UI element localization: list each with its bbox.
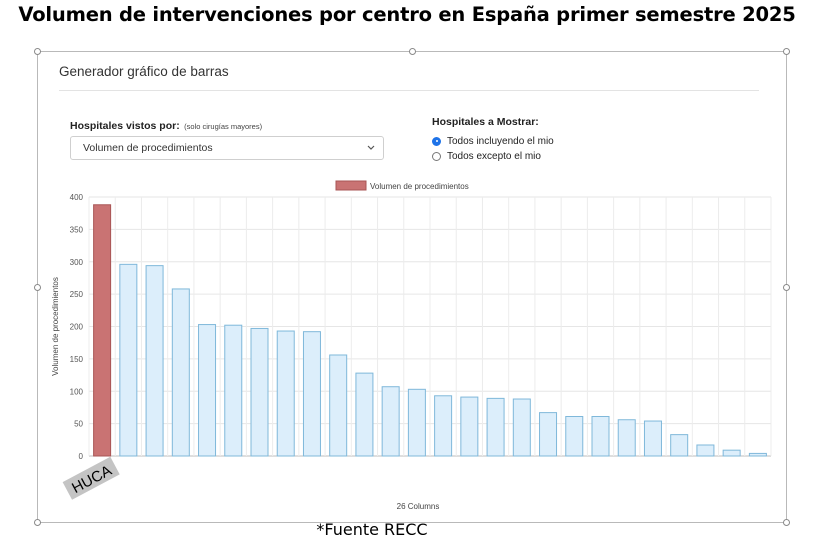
x-axis-label: 26 Columns [397, 502, 440, 511]
hospitals-to-show-label: Hospitales a Mostrar: [432, 116, 539, 128]
y-tick-label: 250 [70, 290, 84, 299]
bar[interactable] [748, 452, 767, 457]
bar[interactable] [617, 419, 636, 457]
y-tick-label: 150 [70, 355, 84, 364]
hospitals-seen-by-note: (solo cirugías mayores) [184, 122, 263, 131]
hospitals-seen-by-label: Hospitales vistos por: (solo cirugías ma… [70, 116, 262, 134]
bar[interactable] [329, 354, 348, 457]
source-note: *Fuente RECC [316, 520, 428, 539]
y-tick-label: 300 [70, 258, 84, 267]
bar[interactable] [145, 265, 164, 457]
y-axis-label: Volumen de procedimientos [51, 277, 60, 376]
bar[interactable] [460, 396, 479, 457]
bar[interactable] [722, 449, 741, 457]
chevron-down-icon [365, 141, 377, 160]
y-tick-label: 400 [70, 193, 84, 202]
bar[interactable] [565, 416, 584, 457]
resize-handle-middle-right[interactable] [783, 284, 790, 291]
bar[interactable] [250, 327, 269, 457]
bar[interactable] [591, 416, 610, 457]
bar[interactable] [643, 420, 662, 457]
bar[interactable] [434, 395, 453, 457]
resize-handle-bottom-left[interactable] [34, 519, 41, 526]
card-divider [59, 90, 759, 91]
resize-handle-top-right[interactable] [783, 48, 790, 55]
radio-option-label: Todos excepto el mio [447, 150, 541, 162]
bar[interactable] [486, 397, 505, 457]
radio-button-checked[interactable] [432, 136, 441, 146]
bar[interactable] [224, 324, 243, 457]
y-tick-label: 200 [70, 323, 84, 332]
radio-option-label: Todos incluyendo el mio [447, 135, 554, 147]
radio-button-unchecked[interactable] [432, 151, 441, 161]
bar[interactable] [696, 444, 715, 457]
image-selection-frame[interactable] [34, 48, 790, 526]
resize-handle-top-left[interactable] [34, 48, 41, 55]
legend-label: Volumen de procedimientos [370, 182, 469, 191]
bar[interactable] [119, 263, 138, 457]
y-tick-label: 350 [70, 225, 84, 234]
bar[interactable] [407, 388, 426, 457]
radio-option-excluding-mine[interactable]: Todos excepto el mio [432, 149, 541, 163]
bar[interactable] [670, 434, 689, 457]
metric-select-value: Volumen de procedimientos [83, 142, 213, 154]
legend-swatch [335, 180, 367, 191]
bar[interactable] [355, 372, 374, 457]
bar[interactable] [276, 330, 295, 457]
bar[interactable] [512, 398, 531, 457]
bar[interactable] [381, 386, 400, 457]
metric-select[interactable]: Volumen de procedimientos [70, 136, 384, 160]
bar-highlight[interactable] [93, 204, 112, 457]
resize-handle-top-center[interactable] [409, 48, 416, 55]
highlight-category-badge: HUCA [62, 456, 120, 500]
y-tick-label: 100 [70, 387, 84, 396]
radio-option-including-mine[interactable]: Todos incluyendo el mio [432, 134, 554, 148]
y-tick-label: 50 [74, 420, 83, 429]
bar[interactable] [539, 412, 558, 457]
resize-handle-bottom-right[interactable] [783, 519, 790, 526]
hospitals-seen-by-text: Hospitales vistos por: [70, 120, 180, 132]
bar[interactable] [198, 324, 217, 457]
card-title: Generador gráfico de barras [59, 64, 229, 79]
bar[interactable] [302, 331, 321, 457]
y-tick-label: 0 [79, 452, 84, 461]
bar[interactable] [171, 288, 190, 457]
highlight-category-badge-bg [62, 456, 120, 500]
resize-handle-middle-left[interactable] [34, 284, 41, 291]
page-title: Volumen de intervenciones por centro en … [18, 3, 796, 26]
